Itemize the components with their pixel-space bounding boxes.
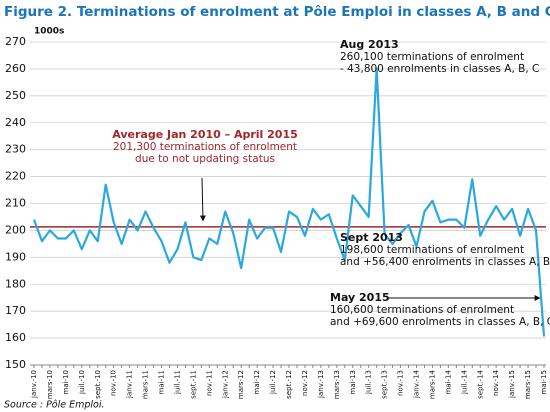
y-tick-label: 240 bbox=[5, 116, 26, 129]
x-tick-label: juil.-14 bbox=[460, 369, 468, 394]
annotation-text: - 43,800 enrolments in classes A, B, C bbox=[340, 63, 539, 75]
x-tick-label: janv.-10 bbox=[30, 370, 38, 399]
y-tick-label: 230 bbox=[5, 143, 26, 156]
x-tick-label: mars-12 bbox=[237, 370, 245, 399]
y-tick-label: 170 bbox=[5, 304, 26, 317]
x-tick-label: juil.-11 bbox=[173, 370, 181, 395]
annotation-title: May 2015 bbox=[330, 291, 390, 304]
x-tick-label: mai-13 bbox=[349, 370, 357, 395]
x-tick-label: nov.-13 bbox=[397, 370, 405, 396]
annotation-text: 160,600 terminations of enrolment bbox=[330, 304, 514, 316]
x-tick-label: juil.-10 bbox=[78, 370, 86, 395]
x-tick-label: juil.-12 bbox=[269, 370, 277, 395]
chart-title: Figure 2. Terminations of enrolment at P… bbox=[4, 4, 550, 20]
x-tick-label: mars-10 bbox=[46, 370, 54, 399]
annotation-text: 198,600 terminations of enrolment bbox=[340, 244, 524, 256]
x-tick-label: mai-15 bbox=[540, 370, 548, 395]
x-tick-label: sept.-11 bbox=[189, 370, 197, 399]
y-tick-label: 220 bbox=[5, 170, 26, 183]
x-tick-label: juil.-13 bbox=[365, 370, 373, 395]
x-tick-label: janv.-13 bbox=[317, 370, 325, 399]
unit-label: 1000s bbox=[34, 27, 64, 37]
annotation-title: Average Jan 2010 – April 2015 bbox=[112, 128, 298, 141]
annotation-text: 201,300 terminations of enrolment bbox=[113, 141, 297, 153]
x-tick-label: nov.-14 bbox=[492, 369, 500, 396]
x-tick-label: janv.-15 bbox=[508, 370, 516, 399]
x-tick-label: mai-14 bbox=[444, 369, 452, 394]
annotation-title: Aug 2013 bbox=[340, 38, 399, 51]
y-tick-label: 190 bbox=[5, 250, 26, 263]
annotation-text: due to not updating status bbox=[135, 153, 275, 165]
source: Source : Pôle Emploi. bbox=[4, 400, 105, 411]
x-tick-label: mars-15 bbox=[524, 370, 532, 399]
annotation-text: and +56,400 enrolments in classes A, B, … bbox=[340, 256, 550, 268]
x-tick-label: mai-11 bbox=[158, 370, 166, 395]
x-tick-label: nov.-11 bbox=[205, 370, 213, 396]
line-series bbox=[32, 67, 546, 337]
annotation-title: Sept 2013 bbox=[340, 231, 403, 244]
x-tick-label: mai-12 bbox=[253, 370, 261, 395]
x-tick-label: janv.-12 bbox=[221, 370, 229, 399]
y-tick-label: 200 bbox=[5, 223, 26, 236]
arrow bbox=[199, 177, 206, 222]
annotation-text: and +69,600 enrolments in classes A, B, … bbox=[330, 316, 550, 328]
x-tick-label: nov.-12 bbox=[301, 370, 309, 396]
y-tick-label: 160 bbox=[5, 331, 26, 344]
y-tick-label: 250 bbox=[5, 89, 26, 102]
y-tick-label: 150 bbox=[5, 358, 26, 371]
x-tick-label: nov.-10 bbox=[110, 370, 118, 396]
x-tick-label: sept.-13 bbox=[381, 370, 389, 399]
x-tick-label: janv.-11 bbox=[126, 370, 134, 399]
x-tick-label: mars-11 bbox=[142, 370, 150, 399]
x-tick-label: janv.-14 bbox=[413, 369, 421, 398]
y-tick-label: 260 bbox=[5, 62, 26, 75]
y-tick-label: 210 bbox=[5, 197, 26, 210]
y-tick-label: 180 bbox=[5, 277, 26, 290]
x-tick-label: mars-13 bbox=[333, 370, 341, 399]
x-tick-label: sept.-14 bbox=[476, 369, 484, 398]
annotation-text: 260,100 terminations of enrolment bbox=[340, 51, 524, 63]
x-tick-label: sept.-10 bbox=[94, 370, 102, 399]
x-tick-label: mars-14 bbox=[428, 369, 436, 399]
x-tick-label: mai-10 bbox=[62, 370, 70, 395]
y-tick-label: 270 bbox=[5, 35, 26, 48]
x-tick-label: sept.-12 bbox=[285, 370, 293, 399]
